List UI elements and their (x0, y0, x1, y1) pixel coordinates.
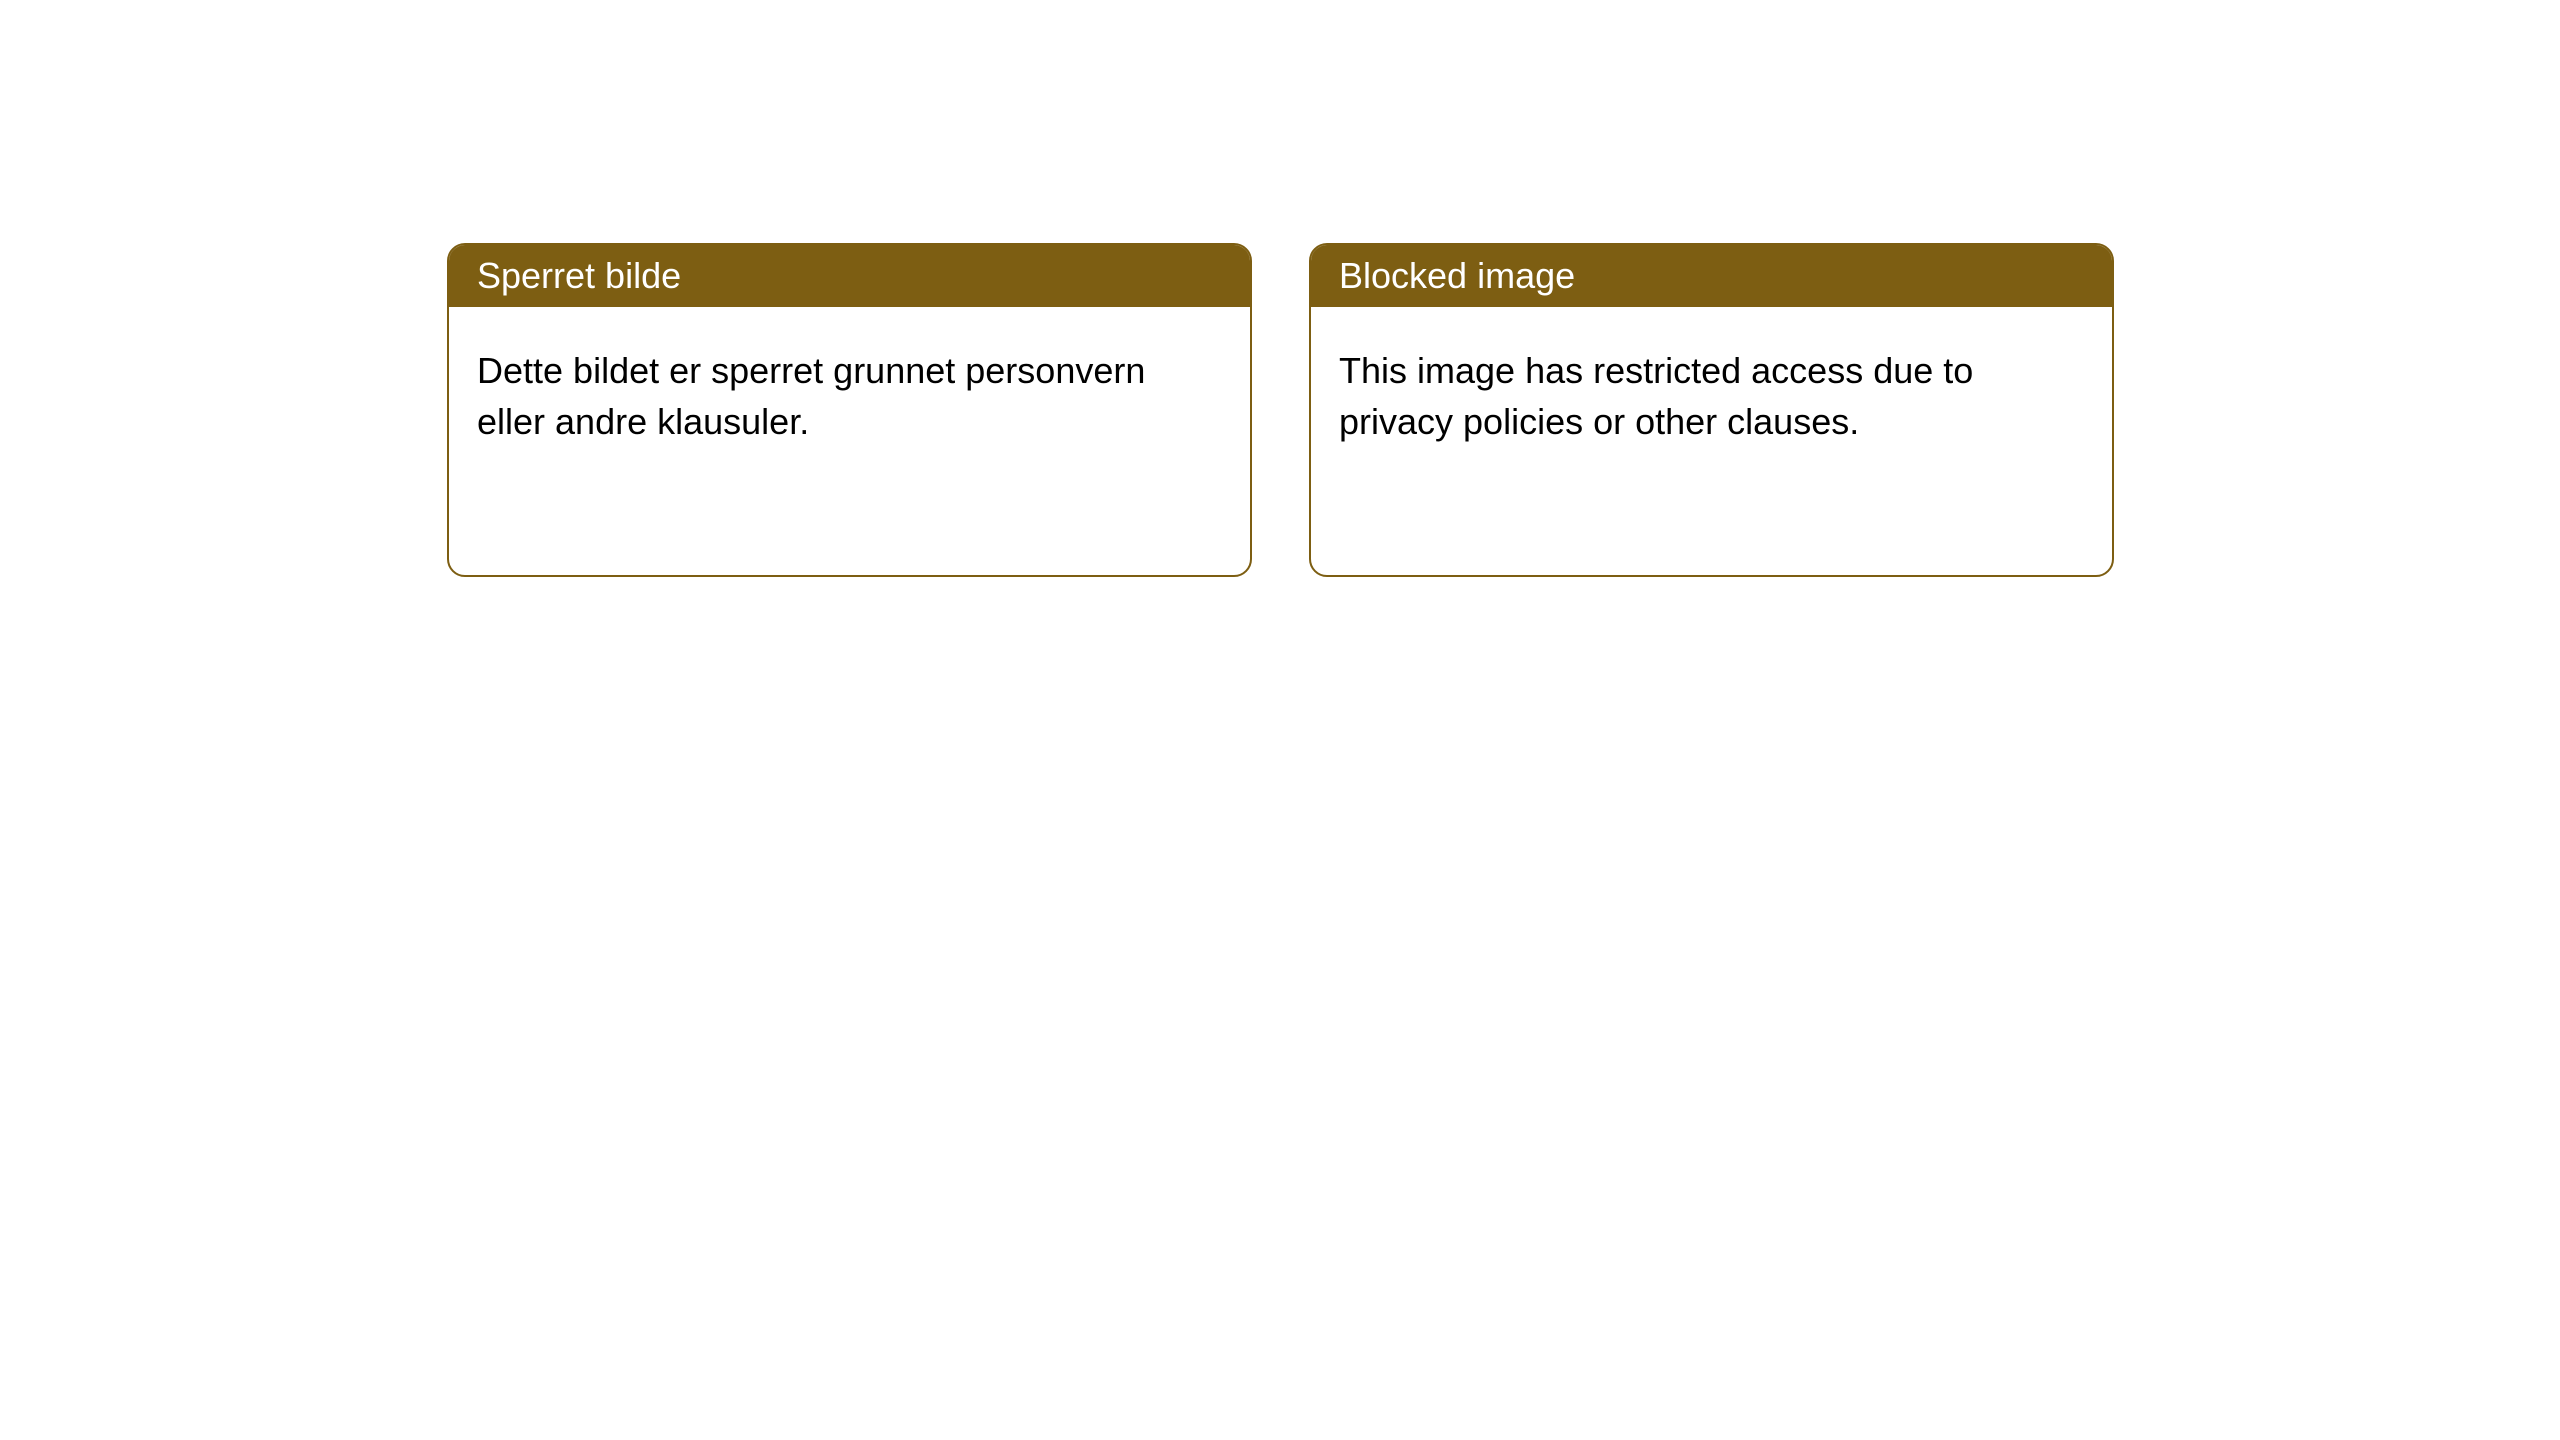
notice-title: Sperret bilde (449, 245, 1250, 307)
notice-title: Blocked image (1311, 245, 2112, 307)
notice-body: This image has restricted access due to … (1311, 307, 2112, 485)
notice-box-norwegian: Sperret bilde Dette bildet er sperret gr… (447, 243, 1252, 577)
notice-container: Sperret bilde Dette bildet er sperret gr… (0, 0, 2560, 577)
notice-body: Dette bildet er sperret grunnet personve… (449, 307, 1250, 485)
notice-box-english: Blocked image This image has restricted … (1309, 243, 2114, 577)
